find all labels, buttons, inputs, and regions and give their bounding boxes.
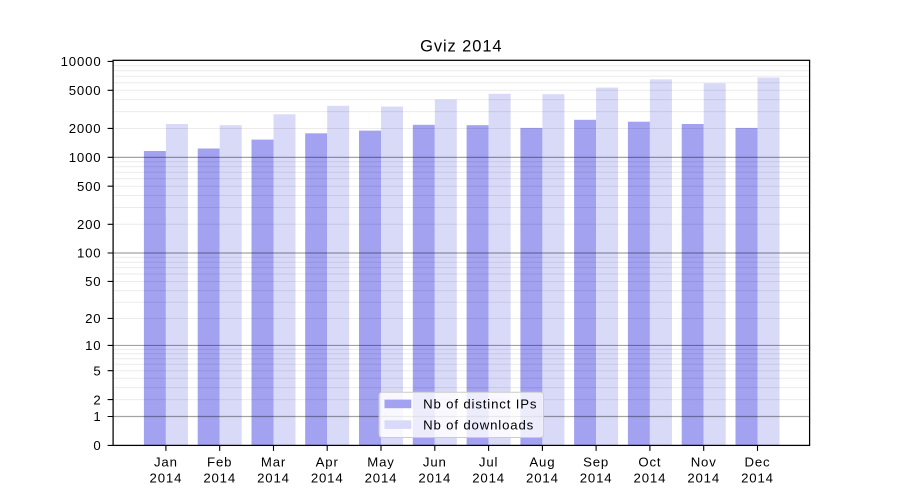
svg-text:Jul: Jul [479, 455, 498, 470]
svg-text:Nb of distinct IPs: Nb of distinct IPs [423, 397, 537, 412]
svg-text:0: 0 [93, 438, 101, 453]
svg-text:Sep: Sep [583, 455, 609, 470]
svg-text:5: 5 [93, 363, 101, 378]
svg-text:Gviz 2014: Gviz 2014 [420, 38, 502, 56]
svg-text:2014: 2014 [365, 470, 398, 485]
svg-text:Mar: Mar [261, 455, 286, 470]
svg-text:2014: 2014 [741, 470, 774, 485]
svg-text:2014: 2014 [418, 470, 451, 485]
svg-text:Jan: Jan [154, 455, 178, 470]
svg-text:200: 200 [77, 217, 102, 232]
svg-text:2014: 2014 [526, 470, 559, 485]
svg-text:2000: 2000 [69, 121, 102, 136]
svg-text:Aug: Aug [529, 455, 555, 470]
svg-text:5000: 5000 [69, 83, 102, 98]
svg-text:Dec: Dec [744, 455, 770, 470]
svg-text:2014: 2014 [311, 470, 344, 485]
svg-text:50: 50 [85, 274, 101, 289]
svg-text:Nb of downloads: Nb of downloads [423, 417, 534, 432]
svg-text:1: 1 [93, 409, 101, 424]
svg-text:2014: 2014 [472, 470, 505, 485]
svg-text:20: 20 [85, 311, 101, 326]
svg-text:2014: 2014 [580, 470, 613, 485]
svg-text:100: 100 [77, 246, 102, 261]
svg-text:Nov: Nov [691, 455, 717, 470]
svg-text:2: 2 [93, 392, 101, 407]
svg-text:2014: 2014 [687, 470, 720, 485]
svg-text:10000: 10000 [61, 54, 102, 69]
svg-text:500: 500 [77, 179, 102, 194]
svg-text:Jun: Jun [423, 455, 447, 470]
svg-text:Apr: Apr [316, 455, 339, 470]
svg-text:Feb: Feb [207, 455, 232, 470]
svg-text:2014: 2014 [634, 470, 667, 485]
svg-text:1000: 1000 [69, 150, 102, 165]
svg-text:2014: 2014 [203, 470, 236, 485]
svg-text:Oct: Oct [638, 455, 661, 470]
svg-text:10: 10 [85, 338, 101, 353]
svg-text:2014: 2014 [150, 470, 183, 485]
svg-text:2014: 2014 [257, 470, 290, 485]
svg-text:May: May [367, 455, 394, 470]
